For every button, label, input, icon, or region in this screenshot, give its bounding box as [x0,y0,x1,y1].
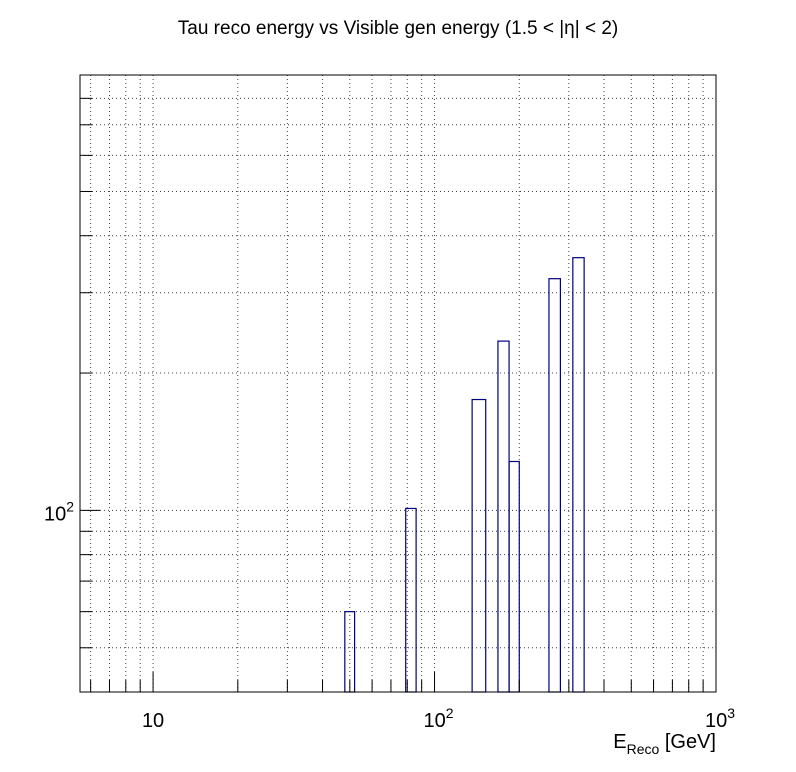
x-axis-label-main: E [613,731,626,753]
axis-ticks [80,74,717,693]
grid [80,75,716,692]
tick-labels: 10 102 103 102 [44,498,735,732]
histogram-bar [572,257,585,693]
histogram-bars [344,257,585,693]
histogram-bar [548,278,561,693]
y-tick-label: 102 [44,498,74,525]
histogram-bar [508,460,520,693]
histogram-bar [471,398,487,693]
x-axis-label-unit: [GeV] [659,731,716,753]
x-tick-label: 10 [142,710,164,732]
plot-frame [79,74,717,693]
x-tick-label: 102 [424,705,454,732]
chart-title: Tau reco energy vs Visible gen energy (1… [178,18,618,39]
x-tick-label: 103 [705,705,735,732]
histogram-bar [497,340,510,693]
x-axis-label-sub: Reco [627,741,660,757]
x-axis-label: EReco [GeV] [613,731,716,757]
